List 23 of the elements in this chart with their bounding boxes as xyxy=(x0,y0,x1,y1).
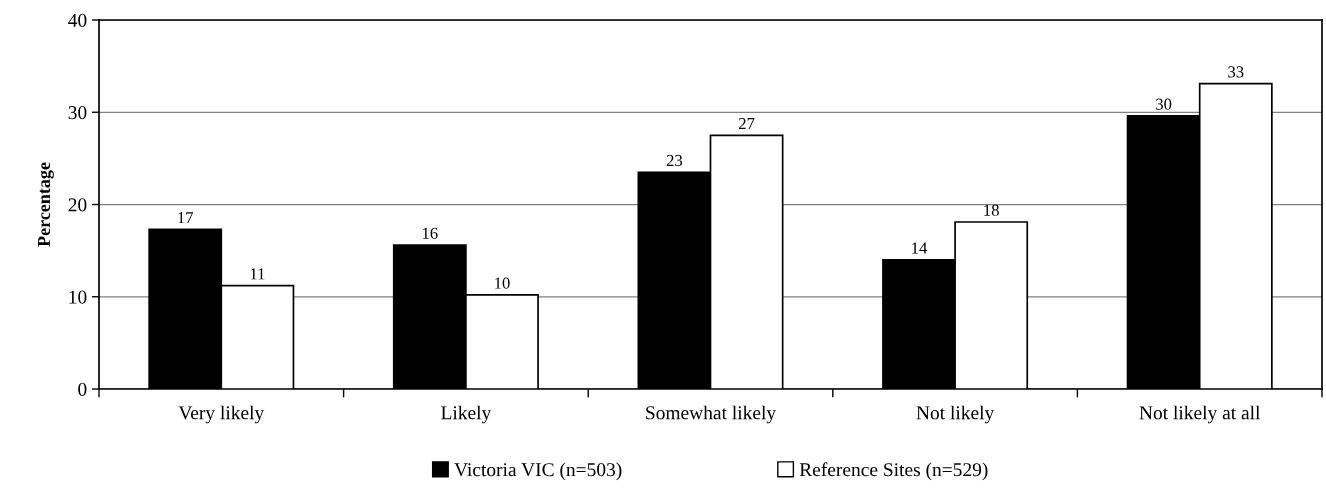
legend-label: Reference Sites (n=529) xyxy=(799,462,988,481)
y-axis-title: Percentage xyxy=(38,162,54,247)
data-label: 11 xyxy=(250,268,265,280)
data-label: 23 xyxy=(666,154,683,167)
y-tick-label: 30 xyxy=(68,106,87,120)
x-tick-label: Very likely xyxy=(178,405,265,424)
data-label: 17 xyxy=(178,212,194,224)
legend-label: Victoria VIC (n=503) xyxy=(454,462,622,481)
x-tick-label: Not likely at all xyxy=(1139,405,1261,424)
data-label: 30 xyxy=(1156,98,1172,110)
x-tick-label: Likely xyxy=(441,405,492,424)
data-label: 10 xyxy=(495,277,510,289)
data-label: 27 xyxy=(738,117,755,129)
y-tick-label: 20 xyxy=(68,198,87,212)
y-tick-label: 10 xyxy=(69,290,87,304)
y-tick-label: 0 xyxy=(78,382,87,396)
data-label: 14 xyxy=(912,242,928,254)
y-tick-label: 40 xyxy=(68,13,87,27)
data-label: 18 xyxy=(984,204,999,216)
data-label: 16 xyxy=(422,227,438,239)
x-tick-label: Somewhat likely xyxy=(646,405,777,424)
data-label: 33 xyxy=(1228,66,1244,78)
x-tick-label: Not likely xyxy=(916,405,995,424)
